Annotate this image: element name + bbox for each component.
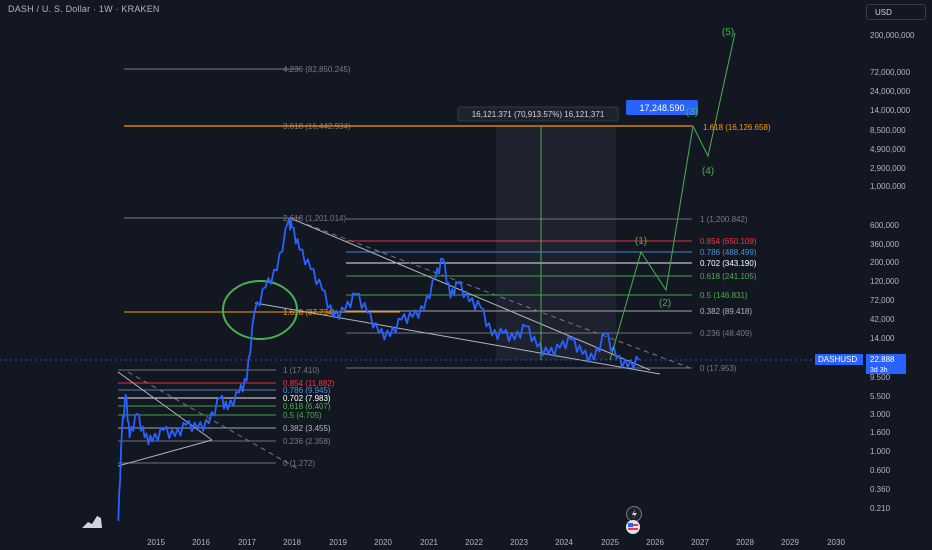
y-tick-label: 3.000 <box>870 410 891 419</box>
y-tick-label: 42,000 <box>870 315 895 324</box>
wave-label: (5) <box>722 27 734 38</box>
x-tick-label: 2016 <box>192 538 210 547</box>
y-tick-label: 72,000 <box>870 296 895 305</box>
y-tick-label: 8,500,000 <box>870 126 906 135</box>
fib-2014-label: 0.854 (11.882) <box>283 379 335 388</box>
y-tick-label: 24,000,000 <box>870 87 911 96</box>
fib-2014-label: 0.618 (6.407) <box>283 402 331 411</box>
fib-2021-label: 1 (1,200.842) <box>700 215 748 224</box>
price-tag-value: 22.888 <box>870 355 895 364</box>
fib-2014-label: 1 (17.410) <box>283 366 320 375</box>
fib-2021-label: 0.854 (650.109) <box>700 237 757 246</box>
y-tick-label: 0.210 <box>870 504 891 513</box>
breakout-circle <box>222 280 298 340</box>
wave-projection <box>609 32 736 361</box>
y-tick-label: 360,000 <box>870 240 899 249</box>
y-tick-label: 1.600 <box>870 428 891 437</box>
y-tick-label: 0.600 <box>870 466 891 475</box>
fib-2021-label: 0.5 (146.831) <box>700 291 748 300</box>
measure-label: 16,121.371 (70,913.57%) 16,121,371 <box>472 110 605 119</box>
fib-2021-label: 0.382 (89.418) <box>700 307 752 316</box>
y-tick-label: 72,000,000 <box>870 68 911 77</box>
measure-value: 17,248.590 <box>639 103 684 113</box>
y-tick-label: 5.500 <box>870 392 891 401</box>
x-tick-label: 2020 <box>374 538 392 547</box>
trendline-upper <box>289 217 651 371</box>
y-tick-label: 1.000 <box>870 447 891 456</box>
fib-2021-label: 0.236 (48.409) <box>700 329 752 338</box>
y-tick-label: 2,900,000 <box>870 164 906 173</box>
y-tick-label: 120,000 <box>870 277 899 286</box>
y-tick-label: 4,900,000 <box>870 145 906 154</box>
y-tick-label: 14,000,000 <box>870 106 911 115</box>
x-tick-label: 2017 <box>238 538 256 547</box>
x-tick-label: 2019 <box>329 538 347 547</box>
chart-title: DASH / U. S. Dollar · 1W · KRAKEN <box>8 4 160 14</box>
x-tick-label: 2029 <box>781 538 799 547</box>
symbol-tag-label: DASHUSD <box>818 355 857 364</box>
x-tick-label: 2025 <box>601 538 619 547</box>
fib-2014-label: 0.786 (9.945) <box>283 386 331 395</box>
symbol-tag <box>815 354 863 365</box>
trendline-2014-lower <box>117 439 213 467</box>
trendline-lower <box>254 302 661 375</box>
wave-label: (4) <box>702 166 714 177</box>
x-tick-label: 2024 <box>555 538 573 547</box>
wave-label: (2) <box>659 298 671 309</box>
fib-ext-label: 2.618 (1,201.014) <box>283 214 346 223</box>
wave-label: (1) <box>635 236 647 247</box>
x-tick-label: 2027 <box>691 538 709 547</box>
currency-selector[interactable]: USD <box>866 4 926 20</box>
fib-2021-label: 0.618 (241.105) <box>700 272 757 281</box>
y-tick-label: 1,000,000 <box>870 182 906 191</box>
trendline-2014-dashed <box>127 371 301 471</box>
x-tick-label: 2028 <box>736 538 754 547</box>
fib-ext-label: 4.236 (82,850.245) <box>283 65 351 74</box>
fib-2014-label: 0 (1.272) <box>283 459 315 468</box>
fib-2014-label: 0.5 (4.705) <box>283 411 322 420</box>
measure-box <box>457 106 619 122</box>
fib-2014-label: 0.382 (3.455) <box>283 424 331 433</box>
fib-2021-label: 0.702 (343.190) <box>700 259 757 268</box>
price-tag-countdown: 3d 3h <box>870 367 888 374</box>
measure-zone <box>496 126 616 360</box>
x-tick-label: 2030 <box>827 538 845 547</box>
x-tick-label: 2021 <box>420 538 438 547</box>
y-tick-label: 600,000 <box>870 221 899 230</box>
fib-2014-label: 0.702 (7.983) <box>283 394 331 403</box>
fib-2021-label: 0.786 (488.499) <box>700 248 757 257</box>
y-tick-label: 200,000,000 <box>870 31 915 40</box>
wave-label: (3) <box>686 107 698 118</box>
trendline-2014-upper <box>117 371 213 441</box>
x-tick-label: 2015 <box>147 538 165 547</box>
us-flag-icon[interactable] <box>626 520 640 534</box>
x-tick-label: 2018 <box>283 538 301 547</box>
fib-2021-label: 0 (17.953) <box>700 364 737 373</box>
x-tick-label: 2022 <box>465 538 483 547</box>
fib-2014-label: 0.236 (2.358) <box>283 437 331 446</box>
target-line-label: 1.618 (16,126.658) <box>703 123 771 132</box>
y-tick-label: 14.000 <box>870 334 895 343</box>
x-tick-label: 2026 <box>646 538 664 547</box>
price-tag <box>866 354 906 374</box>
measure-value-box <box>626 100 698 115</box>
x-tick-label: 2023 <box>510 538 528 547</box>
tradingview-logo-icon <box>82 516 102 528</box>
y-tick-label: 0.360 <box>870 485 891 494</box>
y-tick-label: 9.500 <box>870 373 891 382</box>
y-tick-label: 200,000 <box>870 258 899 267</box>
